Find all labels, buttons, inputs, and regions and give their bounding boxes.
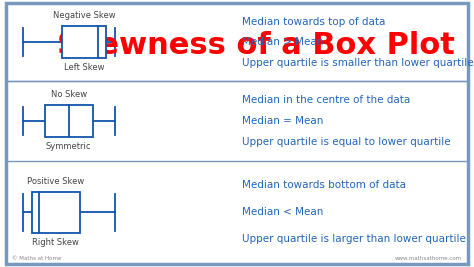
Text: Upper quartile is equal to lower quartile: Upper quartile is equal to lower quartil… — [242, 137, 450, 147]
Text: Symmetric: Symmetric — [46, 142, 91, 151]
Text: Median in the centre of the data: Median in the centre of the data — [242, 96, 410, 105]
Text: www.mathsathome.com: www.mathsathome.com — [395, 256, 462, 261]
Text: No Skew: No Skew — [51, 90, 87, 99]
Bar — [45, 105, 93, 137]
Text: Left Skew: Left Skew — [64, 63, 104, 72]
Text: Upper quartile is smaller than lower quartile: Upper quartile is smaller than lower qua… — [242, 57, 474, 68]
Text: Skewness of a Box Plot: Skewness of a Box Plot — [57, 31, 455, 60]
Text: Median < Mean: Median < Mean — [242, 207, 323, 217]
Text: Right Skew: Right Skew — [32, 238, 79, 247]
Text: © Maths at Home: © Maths at Home — [12, 256, 61, 261]
Text: Positive Skew: Positive Skew — [27, 177, 84, 186]
Text: Median towards top of data: Median towards top of data — [242, 17, 385, 27]
Text: Upper quartile is larger than lower quartile: Upper quartile is larger than lower quar… — [242, 234, 465, 244]
Text: Median towards bottom of data: Median towards bottom of data — [242, 180, 406, 190]
Text: Median > Mean: Median > Mean — [242, 37, 323, 47]
Bar — [62, 26, 106, 58]
Text: Negative Skew: Negative Skew — [53, 11, 115, 20]
Bar — [32, 192, 80, 233]
Text: Median = Mean: Median = Mean — [242, 116, 323, 126]
